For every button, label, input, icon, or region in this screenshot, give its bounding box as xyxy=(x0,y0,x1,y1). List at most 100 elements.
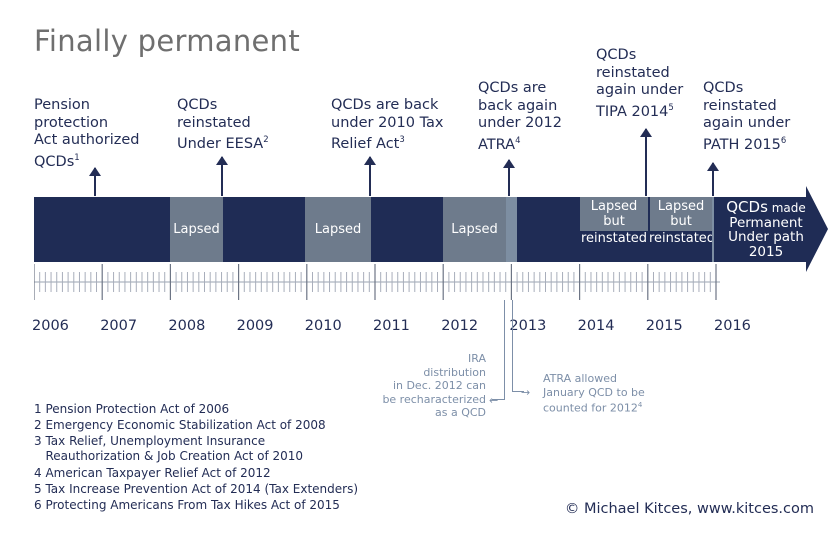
callout-line: again under xyxy=(596,82,684,98)
arrow-line: Under path xyxy=(728,229,804,245)
note-line: January QCD to be xyxy=(543,385,645,399)
footnote-3: 3 Tax Relief, Unemployment Insurance xyxy=(34,434,266,448)
callout-text: Relief Act xyxy=(331,135,400,152)
arrow-left-icon: ← xyxy=(489,394,499,407)
callout-tipa: QCDs reinstated again under TIPA 20145 xyxy=(596,47,683,121)
footnote-6: 6 Protecting Americans From Tax Hikes Ac… xyxy=(34,498,340,512)
arrow-right-icon: → xyxy=(521,386,531,399)
callout-eesa: QCDs reinstated Under EESA2 xyxy=(177,97,269,153)
credit-line: © Michael Kitces, www.kitces.com xyxy=(564,501,814,517)
callout-line: QCDs are xyxy=(478,80,547,96)
arrow-text: QCDs xyxy=(726,198,768,216)
callout-line: QCDs are back xyxy=(331,97,439,113)
arrow-right-icon xyxy=(806,186,828,272)
segment-label: Lapsed xyxy=(657,199,705,214)
note-ira-distribution: IRA distribution in Dec. 2012 can be rec… xyxy=(368,352,486,420)
callout-line: TIPA 20145 xyxy=(596,100,683,121)
callout-atra: QCDs are back again under 2012 ATRA4 xyxy=(478,80,562,154)
year-label: 2015 xyxy=(645,318,683,334)
connector-line xyxy=(504,300,505,400)
year-label: 2016 xyxy=(714,318,751,334)
note-line: as a QCD xyxy=(434,406,486,419)
footnote-4: 4 American Taxpayer Relief Act of 2012 xyxy=(34,466,271,480)
note-line: in Dec. 2012 can xyxy=(392,379,486,392)
callout-line: again under xyxy=(703,115,791,131)
footnote-ref: 2 xyxy=(263,135,269,145)
segment-label: Lapsed xyxy=(173,222,220,237)
year-label: 2011 xyxy=(373,318,410,334)
footnote-ref: 1 xyxy=(74,152,80,163)
permanent-arrow-body xyxy=(714,197,806,262)
arrow-up-icon xyxy=(503,159,515,196)
callout-text: Under EESA xyxy=(177,135,264,152)
year-label: 2006 xyxy=(32,318,69,334)
segment-label: reinstated xyxy=(648,231,716,246)
segment-atra-window xyxy=(506,197,517,262)
footnote-2: 2 Emergency Economic Stabilization Act o… xyxy=(34,418,326,432)
callout-tax-relief-act: QCDs are back under 2010 Tax Relief Act3 xyxy=(331,97,444,153)
callout-line: under 2010 Tax xyxy=(331,114,444,131)
callout-line: Relief Act3 xyxy=(331,132,444,153)
footnote-ref: 6 xyxy=(780,135,787,146)
arrow-text: made xyxy=(767,201,806,215)
year-label: 2007 xyxy=(100,318,138,334)
segment-label: but xyxy=(603,214,625,229)
callout-line: reinstated xyxy=(177,114,251,131)
footnote-3-cont: Reauthorization & Job Creation Act of 20… xyxy=(34,449,304,463)
callout-text: ATRA xyxy=(478,136,516,153)
year-label: 2014 xyxy=(577,318,615,334)
callout-line: Act authorized xyxy=(34,132,140,148)
year-label: 2008 xyxy=(168,318,206,334)
arrow-up-icon xyxy=(640,128,652,196)
segment-label: Lapsed xyxy=(451,222,498,237)
callout-line: QCDs xyxy=(703,80,744,96)
year-label: 2009 xyxy=(236,318,274,334)
year-label: 2013 xyxy=(509,318,547,334)
segment-label: Lapsed xyxy=(590,199,638,214)
segment-lapsed-2012: Lapsed xyxy=(443,197,506,262)
note-line: IRA xyxy=(468,352,486,365)
segment-label: but xyxy=(670,214,692,229)
footnote-ref: 4 xyxy=(515,135,521,146)
arrow-line: QCDs made xyxy=(714,200,818,216)
callout-text: TIPA 2014 xyxy=(596,103,669,120)
callout-text: PATH 2015 xyxy=(703,136,781,153)
footnote-ref: 3 xyxy=(399,135,405,145)
timeline-ruler xyxy=(34,264,720,300)
connector-line xyxy=(512,300,513,392)
callout-pension-protection: Pension protection Act authorized QCDs1 xyxy=(34,97,139,171)
segment-lapsed-2010: Lapsed xyxy=(305,197,371,262)
arrow-up-icon xyxy=(89,167,101,196)
note-line: be recharacterized xyxy=(382,392,486,406)
note-line: distribution xyxy=(423,365,486,379)
arrow-up-icon xyxy=(364,156,376,196)
callout-line: Under EESA2 xyxy=(177,132,269,153)
segment-label: reinstated xyxy=(580,231,648,246)
note-atra-allowed: ATRA allowed January QCD to be counted f… xyxy=(543,372,645,415)
footnote-1: 1 Pension Protection Act of 2006 xyxy=(34,402,230,416)
callout-line: reinstated xyxy=(596,64,670,81)
page-title: Finally permanent xyxy=(34,24,301,58)
footnote-5: 5 Tax Increase Prevention Act of 2014 (T… xyxy=(34,482,359,496)
arrow-up-icon xyxy=(707,162,719,196)
callout-line: ATRA4 xyxy=(478,133,562,154)
callout-line: QCDs xyxy=(596,47,637,63)
callout-path: QCDs reinstated again under PATH 20156 xyxy=(703,80,790,154)
callout-text: QCDs xyxy=(34,153,75,170)
callout-line: under 2012 xyxy=(478,115,562,131)
segment-lapsed-reinstated-2014: Lapsed but xyxy=(580,197,648,231)
callout-line: PATH 20156 xyxy=(703,133,790,154)
segment-label: Lapsed xyxy=(314,222,362,237)
connector-line xyxy=(492,399,504,400)
callout-line: back again xyxy=(478,97,558,114)
connector-line xyxy=(512,391,524,392)
arrow-line: 2015 xyxy=(748,243,784,260)
permanent-arrow-label: QCDs made Permanent Under path 2015 xyxy=(714,200,818,259)
note-line: ATRA allowed xyxy=(543,372,617,385)
callout-line: protection xyxy=(34,114,109,131)
callout-line: Pension xyxy=(34,97,90,113)
note-line: counted for 20124 xyxy=(543,399,645,415)
footnote-ref: 4 xyxy=(637,401,643,409)
arrow-line: Permanent xyxy=(729,214,803,231)
segment-lapsed-2008: Lapsed xyxy=(170,197,223,262)
